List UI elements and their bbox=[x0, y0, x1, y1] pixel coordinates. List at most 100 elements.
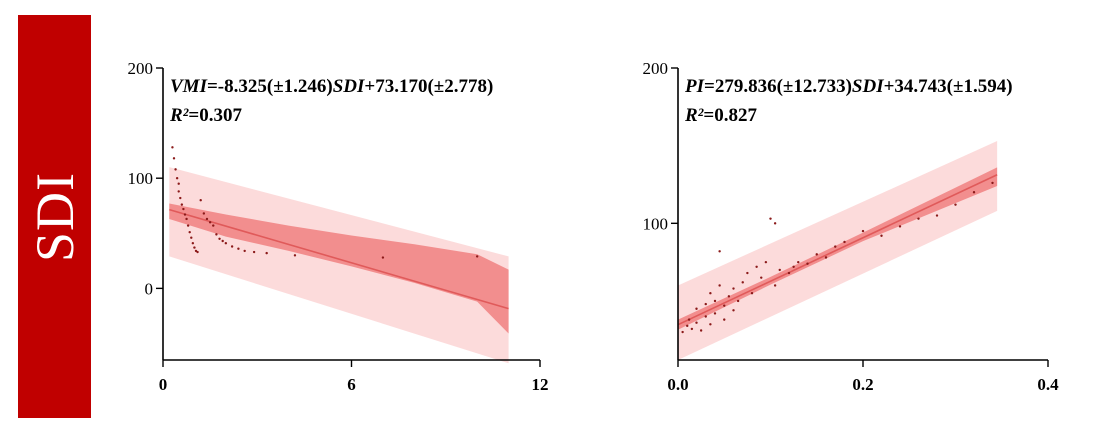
chart-2-y-tick-label: 200 bbox=[643, 59, 669, 78]
chart-2-point bbox=[709, 292, 712, 295]
chart-1-equation: VMI=-8.325(±1.246)SDI+73.170(±2.778) bbox=[170, 76, 493, 97]
chart-2-point bbox=[773, 222, 777, 225]
chart-1-point bbox=[179, 196, 182, 200]
chart-1-x-tick-label: 12 bbox=[532, 375, 549, 394]
chart-2-point bbox=[773, 284, 777, 287]
chart-2-point bbox=[750, 292, 754, 295]
chart-1-point bbox=[182, 207, 185, 211]
chart-1-point bbox=[252, 250, 256, 254]
chart-1-point bbox=[183, 213, 187, 216]
chart-2-point bbox=[764, 260, 768, 264]
chart-1-point bbox=[212, 224, 215, 227]
chart-2-point bbox=[704, 302, 707, 306]
chart-2-point bbox=[824, 256, 828, 259]
chart-1-point bbox=[186, 224, 190, 227]
chart-1-prediction-band bbox=[169, 167, 509, 364]
chart-2-point bbox=[861, 229, 865, 233]
chart-2-point bbox=[718, 284, 721, 287]
chart-1-y-tick-label: 200 bbox=[128, 59, 154, 78]
chart-2-point bbox=[778, 268, 781, 272]
chart-2-equation: PI=279.836(±12.733)SDI+34.743(±1.594) bbox=[684, 76, 1013, 97]
chart-2-point bbox=[686, 324, 689, 328]
chart-1-point bbox=[177, 182, 180, 185]
chart-2-point bbox=[787, 271, 791, 275]
chart-2-point bbox=[935, 214, 939, 217]
chart-1-point bbox=[202, 212, 206, 215]
chart-2-y-tick-label: 100 bbox=[643, 214, 669, 233]
chart-1-point bbox=[174, 168, 177, 171]
chart-1-point bbox=[230, 245, 234, 248]
chart-2-point bbox=[815, 253, 818, 256]
chart-2-confidence-band bbox=[678, 167, 998, 330]
chart-1-point bbox=[172, 157, 176, 160]
chart-1-point bbox=[381, 256, 385, 259]
chart-2-point bbox=[723, 304, 726, 307]
chart-2-point bbox=[732, 287, 735, 290]
chart-1-point bbox=[193, 246, 196, 249]
chart-2-point bbox=[718, 250, 721, 253]
chart-1-point bbox=[218, 237, 221, 240]
chart-2-point bbox=[732, 309, 735, 312]
chart-2-point bbox=[709, 323, 712, 326]
chart-1-point bbox=[265, 251, 268, 255]
chart-1-point bbox=[293, 254, 297, 257]
chart-1-x-tick-label: 0 bbox=[159, 375, 168, 394]
chart-1-point bbox=[221, 239, 224, 243]
chart-2-x-tick-label: 0.2 bbox=[852, 375, 873, 394]
chart-1-point bbox=[205, 217, 209, 221]
chart-1-point bbox=[188, 230, 191, 234]
chart-2-point bbox=[954, 203, 957, 206]
chart-1-x-tick-label: 6 bbox=[347, 375, 356, 394]
chart-2-point bbox=[917, 217, 920, 220]
chart-2-r-squared: R²=0.827 bbox=[684, 105, 757, 126]
chart-1-point bbox=[208, 221, 212, 224]
chart-1-point bbox=[185, 217, 188, 221]
chart-2-point bbox=[972, 191, 976, 194]
chart-2-point bbox=[769, 217, 772, 220]
chart-1-confidence-band bbox=[169, 203, 509, 334]
chart-1-point bbox=[224, 242, 228, 245]
chart-1-r-squared: R²=0.307 bbox=[169, 105, 242, 126]
chart-2-point bbox=[713, 299, 717, 303]
side-label-band: SDI bbox=[18, 15, 91, 418]
chart-1-point bbox=[171, 146, 174, 149]
chart-2-point bbox=[792, 265, 795, 269]
chart-1-point bbox=[199, 199, 202, 202]
chart-2-point bbox=[713, 312, 717, 315]
chart-2-point bbox=[690, 327, 694, 331]
chart-2-point bbox=[760, 276, 763, 279]
chart-2-point bbox=[880, 234, 883, 237]
chart-2-point bbox=[741, 281, 744, 284]
chart-1-point bbox=[243, 249, 246, 253]
chart-1-point bbox=[196, 250, 199, 254]
chart-2-point bbox=[806, 262, 809, 265]
chart-2-point bbox=[797, 260, 800, 264]
chart-2-point bbox=[746, 271, 749, 275]
chart-1-y-tick-label: 100 bbox=[128, 169, 154, 188]
chart-2-point bbox=[898, 225, 902, 228]
chart-2-point bbox=[727, 295, 731, 298]
chart-1-point bbox=[237, 247, 240, 250]
chart-2-point bbox=[699, 329, 703, 332]
chart-2-point bbox=[687, 318, 691, 321]
chart-2-point bbox=[723, 318, 726, 321]
chart-2-point bbox=[681, 330, 684, 334]
chart-1-point bbox=[177, 190, 180, 193]
chart-1-point bbox=[180, 203, 184, 206]
chart-1-fit-line bbox=[169, 208, 509, 310]
chart-2-point bbox=[755, 265, 758, 269]
chart-1-point bbox=[190, 236, 193, 239]
chart-2-x-tick-label: 0.0 bbox=[667, 375, 688, 394]
chart-2-point bbox=[695, 307, 698, 310]
chart-1-point bbox=[215, 233, 218, 236]
chart-2-fit-line bbox=[677, 174, 998, 326]
chart-2-point bbox=[736, 299, 740, 303]
chart-1-y-tick-label: 0 bbox=[145, 279, 154, 298]
chart-1-point bbox=[475, 255, 479, 258]
chart-2-point bbox=[834, 245, 837, 248]
chart-1-point bbox=[191, 242, 195, 245]
chart-2-x-tick-label: 0.4 bbox=[1037, 375, 1059, 394]
chart-2-point bbox=[991, 181, 994, 185]
